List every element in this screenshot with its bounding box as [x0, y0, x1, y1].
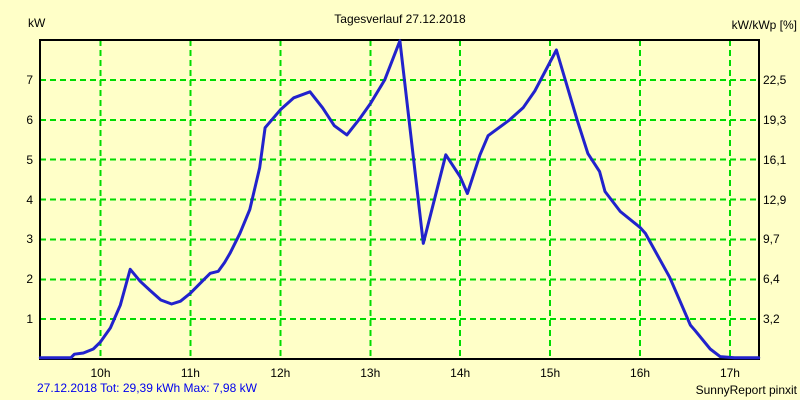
left-axis-tick-label-7: 7 — [26, 72, 33, 87]
left-axis-unit-label: kW — [28, 16, 46, 30]
x-axis-tick-label-10h: 10h — [90, 366, 111, 380]
right-axis-tick-label-12,9: 12,9 — [763, 192, 787, 207]
x-axis-tick-label-11h: 11h — [180, 366, 200, 380]
gridlines — [40, 40, 759, 359]
x-axis-tick-label-13h: 13h — [360, 366, 381, 380]
left-axis-tick-label-1: 1 — [26, 312, 33, 327]
x-axis-tick-label-14h: 14h — [450, 366, 471, 380]
x-axis-tick-label-17h: 17h — [719, 366, 740, 380]
daily-summary-text: 27.12.2018 Tot: 29,39 kWh Max: 7,98 kW — [37, 381, 257, 395]
right-axis-tick-label-9,7: 9,7 — [763, 232, 780, 247]
right-axis-tick-label-22,5: 22,5 — [763, 72, 787, 87]
right-axis-tick-label-19,3: 19,3 — [763, 112, 787, 127]
x-axis-tick-label-15h: 15h — [540, 366, 561, 380]
report-credit-text: SunnyReport pinxit — [695, 383, 797, 397]
right-axis-tick-label-6,4: 6,4 — [763, 272, 780, 287]
right-axis-tick-label-16,1: 16,1 — [763, 152, 787, 167]
left-axis-tick-label-4: 4 — [26, 192, 33, 207]
x-axis-tick-label-16h: 16h — [630, 366, 651, 380]
power-curve — [38, 39, 761, 360]
chart-title: Tagesverlauf 27.12.2018 — [334, 12, 466, 26]
right-axis-unit-label: kW/kWp [%] — [731, 18, 797, 32]
left-axis-tick-label-5: 5 — [26, 152, 33, 167]
left-axis-tick-label-6: 6 — [26, 112, 33, 127]
left-axis-tick-label-2: 2 — [26, 272, 33, 287]
x-axis-tick-label-12h: 12h — [270, 366, 291, 380]
left-axis-tick-label-3: 3 — [26, 232, 33, 247]
right-axis-tick-label-3,2: 3,2 — [763, 312, 780, 327]
